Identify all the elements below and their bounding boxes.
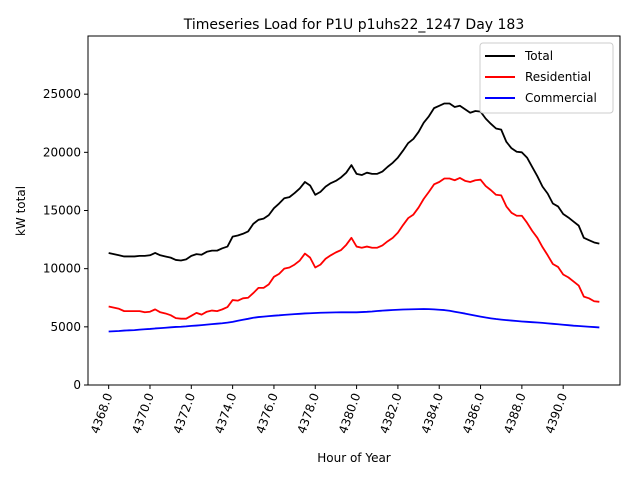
x-tick-label: 4384.0 xyxy=(419,391,447,435)
legend-box xyxy=(479,42,614,114)
y-tick-label: 0 xyxy=(73,378,81,392)
x-axis-ticks: 4368.0 4370.0 4372.0 4374.0 4376.0 4378.0 4380… xyxy=(88,385,570,435)
x-tick-label: 4382.0 xyxy=(377,391,405,435)
series-lines xyxy=(108,102,600,333)
x-tick-label: 4376.0 xyxy=(253,391,281,435)
y-axis-ticks: 0 5000 10000 15000 20000 25000 xyxy=(43,87,88,392)
y-tick-label: 20000 xyxy=(43,145,81,159)
x-tick-label: 4370.0 xyxy=(129,391,157,435)
y-axis-label: kW total xyxy=(14,186,28,236)
x-tick-label: 4374.0 xyxy=(212,391,240,435)
x-axis-label: Hour of Year xyxy=(317,451,391,465)
legend-label-commercial: Commercial xyxy=(525,91,597,105)
x-tick-label: 4388.0 xyxy=(501,391,529,435)
chart-title: Timeseries Load for P1U p1uhs22_1247 Day… xyxy=(183,17,525,33)
legend-label-residential: Residential xyxy=(525,70,591,84)
x-tick-label: 4390.0 xyxy=(542,391,570,435)
y-tick-label: 15000 xyxy=(43,204,81,218)
legend-label-total: Total xyxy=(524,49,553,63)
series-line-total xyxy=(108,102,600,262)
y-tick-label: 25000 xyxy=(43,87,81,101)
x-tick-label: 4372.0 xyxy=(171,391,199,435)
y-tick-label: 10000 xyxy=(43,262,81,276)
x-tick-label: 4378.0 xyxy=(295,391,323,435)
legend: Total Residential Commercial xyxy=(479,42,614,114)
series-line-residential xyxy=(108,177,600,320)
y-tick-label: 5000 xyxy=(50,320,81,334)
x-tick-label: 4380.0 xyxy=(336,391,364,435)
x-tick-label: 4386.0 xyxy=(460,391,488,435)
series-line-commercial xyxy=(108,308,600,333)
x-tick-label: 4368.0 xyxy=(88,391,116,435)
